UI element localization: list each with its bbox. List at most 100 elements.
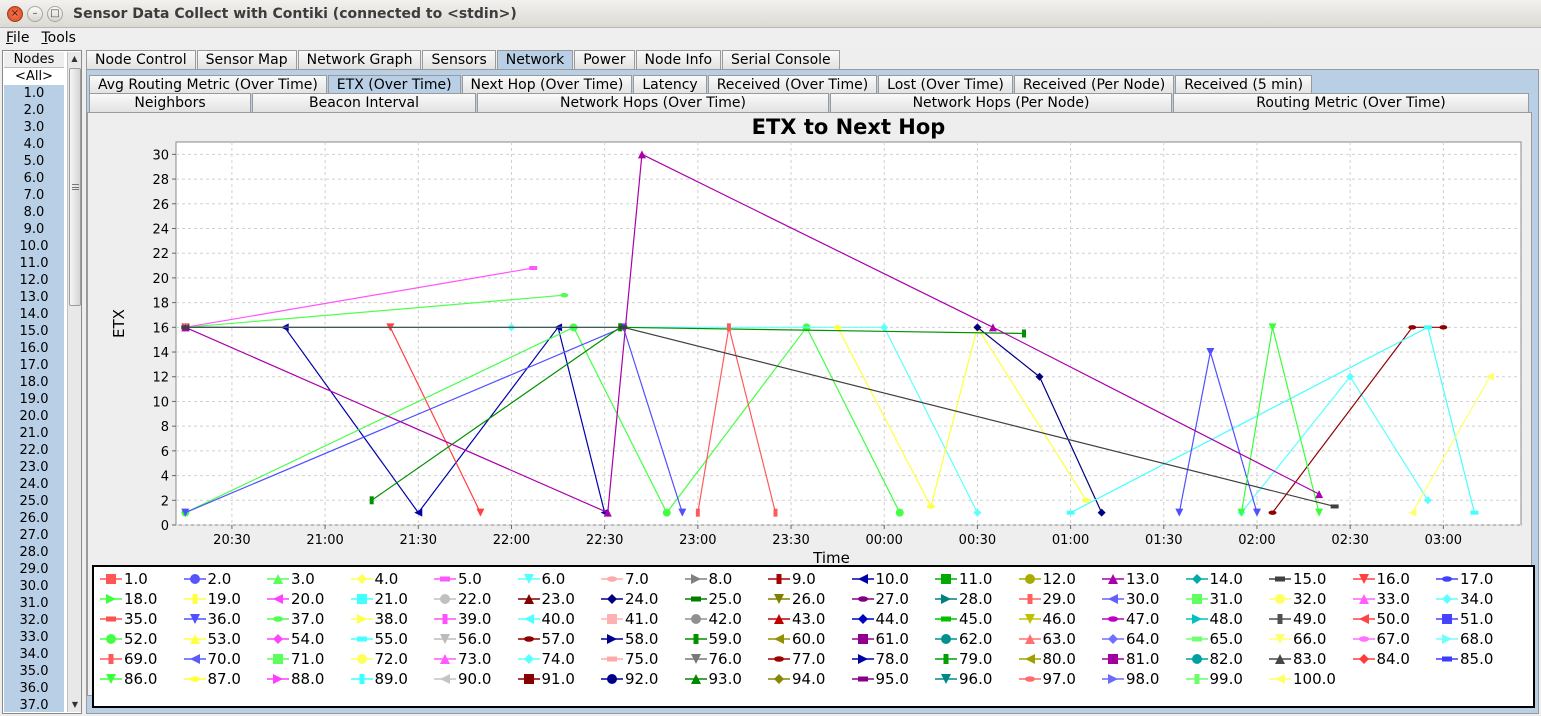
data-point (1066, 510, 1075, 515)
legend-swatch (684, 634, 707, 644)
node-item[interactable]: 14.0 (19, 307, 49, 322)
node-item[interactable]: 22.0 (19, 443, 49, 458)
scroll-up-arrow-icon[interactable]: ▲ (71, 54, 78, 63)
node-item[interactable]: 28.0 (19, 545, 49, 560)
node-item[interactable]: 29.0 (19, 562, 49, 577)
legend-marker (189, 574, 200, 584)
tab-network[interactable]: Network (496, 50, 574, 69)
node-item[interactable]: 2.0 (23, 103, 45, 118)
tab-power[interactable]: Power (574, 50, 635, 69)
legend-marker (607, 594, 617, 604)
node-item[interactable]: 30.0 (19, 579, 49, 594)
legend-label: 57.0 (541, 630, 575, 648)
node-item[interactable]: 15.0 (19, 324, 49, 339)
node-item[interactable]: 35.0 (19, 664, 49, 679)
nodes-scrollbar[interactable]: ▲ ▼ (67, 52, 81, 712)
subtab-received-5-min[interactable]: Received (5 min) (1175, 75, 1313, 94)
node-item[interactable]: 23.0 (19, 460, 49, 475)
legend-label: 68.0 (1460, 630, 1494, 648)
tab-network-graph[interactable]: Network Graph (297, 50, 422, 69)
subtab-lost-over-time[interactable]: Lost (Over Time) (878, 75, 1013, 94)
subtab-neighbors[interactable]: Neighbors (89, 93, 251, 112)
legend-swatch (267, 634, 289, 644)
legend-label: 12.0 (1042, 570, 1076, 588)
legend-swatch (684, 574, 707, 584)
legend-swatch (935, 574, 957, 584)
node-item[interactable]: 26.0 (19, 511, 49, 526)
maximize-window-button[interactable]: □ (47, 5, 63, 22)
node-item[interactable]: 9.0 (23, 222, 45, 237)
node-item[interactable]: 1.0 (23, 86, 45, 101)
legend-swatch (267, 594, 289, 604)
node-item[interactable]: 4.0 (23, 137, 45, 152)
node-item[interactable]: 6.0 (23, 171, 45, 186)
subtab-next-hop-over-time[interactable]: Next Hop (Over Time) (461, 75, 633, 94)
legend-marker (523, 574, 534, 584)
subtab-network-hops-over-time[interactable]: Network Hops (Over Time) (477, 93, 829, 112)
subtab-received-over-time[interactable]: Received (Over Time) (707, 75, 878, 94)
subtab-etx-over-time[interactable]: ETX (Over Time) (327, 75, 461, 94)
node-item[interactable]: 11.0 (19, 256, 49, 271)
nodes-list[interactable]: Nodes <All> 1.0 2.0 3.0 4.0 5.0 6.0 7.0 8.0 9.0 10… (4, 52, 64, 712)
node-item[interactable]: 20.0 (19, 409, 49, 424)
legend-label: 37.0 (291, 610, 325, 628)
node-item[interactable]: 21.0 (19, 426, 49, 441)
data-point (181, 508, 190, 517)
node-item[interactable]: 27.0 (19, 528, 49, 543)
node-item[interactable]: 19.0 (19, 392, 49, 407)
node-item[interactable]: 24.0 (19, 477, 49, 492)
legend-item: 30.0 (1100, 589, 1184, 609)
legend-item: 23.0 (516, 589, 600, 609)
subtab-network-hops-per-node[interactable]: Network Hops (Per Node) (830, 93, 1172, 112)
legend-swatch (1018, 614, 1041, 624)
tab-node-info[interactable]: Node Info (635, 50, 722, 69)
node-item[interactable]: 13.0 (19, 290, 49, 305)
y-tick-label: 12 (152, 371, 169, 386)
x-tick-label: 23:00 (679, 533, 716, 548)
legend-label: 17.0 (1460, 570, 1494, 588)
subtab-beacon-interval[interactable]: Beacon Interval (252, 93, 476, 112)
menu-tools[interactable]: Tools (41, 30, 76, 46)
data-point (1485, 372, 1494, 381)
node-item[interactable]: 8.0 (23, 205, 45, 220)
node-item[interactable]: 10.0 (19, 239, 49, 254)
y-tick-label: 22 (152, 247, 169, 262)
node-item[interactable]: 7.0 (23, 188, 45, 203)
node-item[interactable]: 12.0 (19, 273, 49, 288)
node-item-all[interactable]: <All> (4, 68, 64, 85)
node-item[interactable]: 25.0 (19, 494, 49, 509)
tab-sensors[interactable]: Sensors (422, 50, 496, 69)
close-window-button[interactable]: × (7, 5, 23, 22)
scroll-thumb[interactable] (69, 68, 81, 306)
legend-marker (273, 594, 283, 604)
legend-label: 53.0 (207, 630, 241, 648)
legend-swatch (601, 614, 623, 624)
legend-swatch (1352, 574, 1375, 584)
minimize-window-button[interactable]: – (27, 5, 43, 22)
node-item[interactable]: 5.0 (23, 154, 45, 169)
node-item[interactable]: 33.0 (19, 630, 49, 645)
subtab-routing-metric-over-time[interactable]: Routing Metric (Over Time) (1173, 93, 1529, 112)
node-item[interactable]: 18.0 (19, 375, 49, 390)
node-item[interactable]: 3.0 (23, 120, 45, 135)
node-item[interactable]: 17.0 (19, 358, 49, 373)
series-group (181, 150, 1494, 517)
legend-swatch (100, 654, 122, 664)
subtab-latency[interactable]: Latency (633, 75, 707, 94)
tab-serial-console[interactable]: Serial Console (722, 50, 840, 69)
node-item[interactable]: 37.0 (19, 698, 49, 712)
legend-item: 91.0 (516, 669, 600, 689)
node-item[interactable]: 34.0 (19, 647, 49, 662)
node-item[interactable]: 36.0 (19, 681, 49, 696)
node-item[interactable]: 16.0 (19, 341, 49, 356)
node-item[interactable]: 32.0 (19, 613, 49, 628)
legend-label: 15.0 (1293, 570, 1327, 588)
scroll-down-arrow-icon[interactable]: ▼ (71, 700, 79, 709)
legend-label: 29.0 (1042, 590, 1076, 608)
node-item[interactable]: 31.0 (19, 596, 49, 611)
tab-sensor-map[interactable]: Sensor Map (196, 50, 297, 69)
subtab-avg-routing-metric-over-time[interactable]: Avg Routing Metric (Over Time) (89, 75, 327, 94)
menu-file[interactable]: File (6, 30, 30, 46)
subtab-received-per-node[interactable]: Received (Per Node) (1013, 75, 1175, 94)
tab-node-control[interactable]: Node Control (86, 50, 196, 69)
